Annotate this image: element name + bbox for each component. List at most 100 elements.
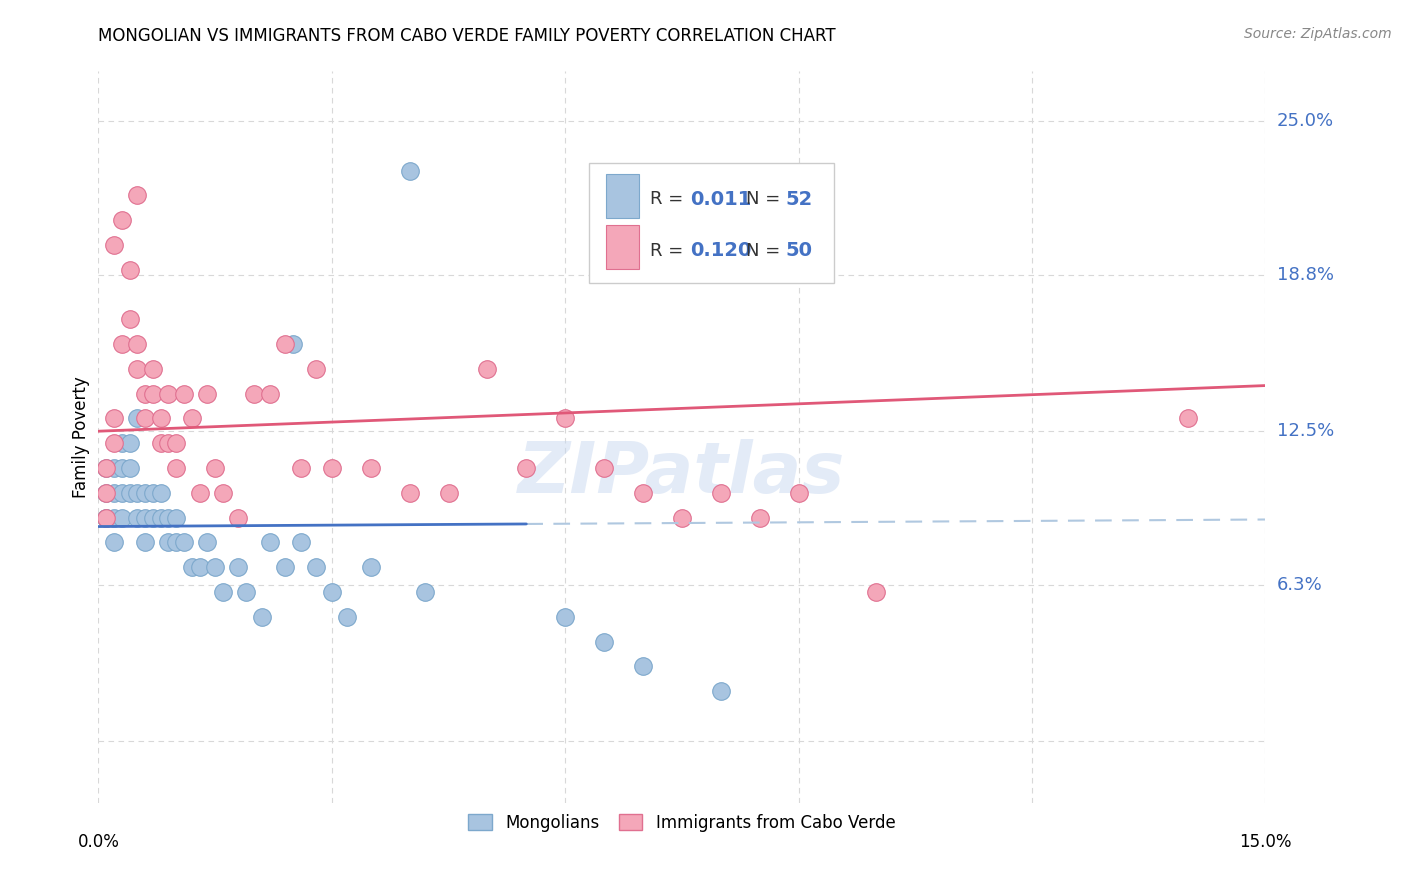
- Point: [111, 337, 134, 351]
- Point: [149, 436, 172, 450]
- Point: [204, 560, 226, 574]
- Point: [235, 585, 257, 599]
- Point: [103, 411, 125, 425]
- Point: [515, 461, 537, 475]
- Point: [134, 510, 156, 524]
- Point: [149, 486, 172, 500]
- Point: [321, 585, 343, 599]
- Point: [111, 510, 134, 524]
- Legend: Mongolians, Immigrants from Cabo Verde: Mongolians, Immigrants from Cabo Verde: [461, 807, 903, 838]
- Point: [142, 510, 165, 524]
- Point: [204, 461, 226, 475]
- Text: N =: N =: [747, 190, 786, 209]
- Point: [118, 486, 141, 500]
- Point: [477, 362, 499, 376]
- FancyBboxPatch shape: [606, 225, 638, 268]
- Point: [865, 585, 887, 599]
- Point: [157, 436, 180, 450]
- Text: 0.011: 0.011: [690, 190, 751, 209]
- Point: [103, 535, 125, 549]
- Point: [127, 486, 149, 500]
- Point: [787, 486, 810, 500]
- Point: [111, 436, 134, 450]
- Point: [127, 411, 149, 425]
- Point: [96, 461, 118, 475]
- Point: [149, 510, 172, 524]
- Text: MONGOLIAN VS IMMIGRANTS FROM CABO VERDE FAMILY POVERTY CORRELATION CHART: MONGOLIAN VS IMMIGRANTS FROM CABO VERDE …: [98, 27, 837, 45]
- Point: [188, 560, 211, 574]
- Point: [157, 386, 180, 401]
- Point: [96, 510, 118, 524]
- Text: 6.3%: 6.3%: [1277, 575, 1322, 593]
- Point: [127, 362, 149, 376]
- Point: [437, 486, 460, 500]
- Point: [134, 486, 156, 500]
- Point: [259, 535, 281, 549]
- FancyBboxPatch shape: [606, 174, 638, 218]
- Point: [398, 486, 420, 500]
- Point: [710, 486, 733, 500]
- Point: [290, 461, 312, 475]
- Point: [96, 510, 118, 524]
- Point: [274, 560, 297, 574]
- Point: [149, 411, 172, 425]
- Point: [593, 461, 616, 475]
- Point: [96, 486, 118, 500]
- Point: [180, 411, 202, 425]
- Point: [290, 535, 312, 549]
- Point: [111, 486, 134, 500]
- Point: [118, 312, 141, 326]
- Point: [195, 386, 218, 401]
- Point: [305, 362, 328, 376]
- FancyBboxPatch shape: [589, 163, 834, 284]
- Text: 0.120: 0.120: [690, 241, 751, 260]
- Point: [111, 213, 134, 227]
- Point: [157, 535, 180, 549]
- Point: [554, 610, 576, 624]
- Point: [281, 337, 304, 351]
- Point: [631, 659, 654, 673]
- Point: [321, 461, 343, 475]
- Point: [748, 510, 770, 524]
- Point: [671, 510, 693, 524]
- Text: 52: 52: [786, 190, 813, 209]
- Point: [195, 535, 218, 549]
- Point: [127, 510, 149, 524]
- Point: [259, 386, 281, 401]
- Point: [228, 560, 250, 574]
- Point: [305, 560, 328, 574]
- Point: [360, 461, 382, 475]
- Point: [96, 461, 118, 475]
- Point: [1177, 411, 1199, 425]
- Point: [118, 436, 141, 450]
- Text: 25.0%: 25.0%: [1277, 112, 1334, 130]
- Text: ZIPatlas: ZIPatlas: [519, 439, 845, 508]
- Point: [103, 238, 125, 252]
- Point: [103, 486, 125, 500]
- Y-axis label: Family Poverty: Family Poverty: [72, 376, 90, 498]
- Point: [127, 188, 149, 202]
- Point: [173, 386, 195, 401]
- Point: [118, 461, 141, 475]
- Point: [118, 262, 141, 277]
- Point: [142, 386, 165, 401]
- Point: [228, 510, 250, 524]
- Text: Source: ZipAtlas.com: Source: ZipAtlas.com: [1244, 27, 1392, 41]
- Point: [96, 486, 118, 500]
- Point: [413, 585, 436, 599]
- Text: N =: N =: [747, 242, 786, 260]
- Point: [165, 436, 187, 450]
- Point: [142, 486, 165, 500]
- Point: [103, 436, 125, 450]
- Point: [165, 535, 187, 549]
- Text: 15.0%: 15.0%: [1239, 833, 1292, 851]
- Point: [165, 461, 187, 475]
- Point: [212, 486, 235, 500]
- Text: 0.0%: 0.0%: [77, 833, 120, 851]
- Point: [360, 560, 382, 574]
- Point: [134, 386, 156, 401]
- Point: [103, 461, 125, 475]
- Point: [243, 386, 266, 401]
- Point: [710, 684, 733, 698]
- Point: [173, 535, 195, 549]
